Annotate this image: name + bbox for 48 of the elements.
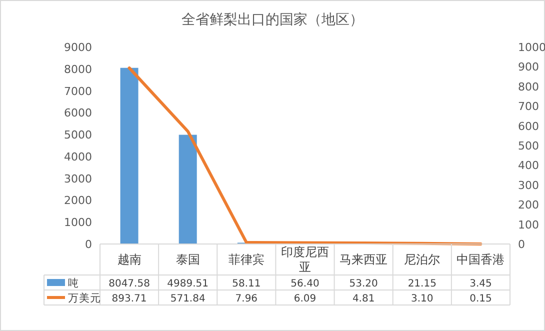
- y-tick-label: 3000: [64, 172, 92, 186]
- y-tick-label: 6000: [64, 106, 92, 120]
- y-tick-label: 8000: [64, 62, 92, 76]
- data-label: 7.96: [235, 294, 258, 304]
- x-tick-label: 越南: [117, 252, 142, 266]
- y-tick-label: 2000: [64, 194, 92, 208]
- bar: [178, 134, 197, 244]
- y-tick-label: 1000: [64, 216, 92, 230]
- data-label: 0.15: [470, 294, 492, 304]
- y-tick-label: 9000: [64, 41, 92, 54]
- y2-tick-label: 600: [518, 120, 539, 133]
- y2-tick-label: 400: [518, 159, 539, 172]
- y-tick-label: 7000: [64, 84, 92, 98]
- data-label: 4989.51: [167, 278, 209, 290]
- data-label: 21.15: [408, 278, 436, 290]
- bar: [120, 68, 138, 244]
- y2-tick-label: 100: [518, 218, 539, 232]
- x-tick-label: 中国香港: [456, 252, 505, 266]
- data-label: 58.11: [232, 278, 261, 290]
- data-label: 571.84: [170, 294, 206, 304]
- y-tick-label: 4000: [64, 150, 92, 164]
- x-tick-label: 泰国: [176, 252, 200, 266]
- data-label: 56.40: [290, 278, 320, 290]
- data-label: 893.71: [112, 294, 147, 304]
- y2-tick-label: 500: [518, 140, 539, 152]
- y2-tick-label: 800: [518, 80, 539, 94]
- y2-tick-label: 900: [518, 60, 539, 74]
- line-series: [128, 66, 482, 246]
- y2-tick-label: 700: [518, 100, 539, 114]
- y2-tick-label: 200: [518, 198, 539, 212]
- data-label: 4.81: [352, 294, 375, 304]
- data-label: 53.20: [349, 278, 378, 290]
- x-tick-label: 菲律宾: [228, 252, 264, 266]
- y2-tick-label: 300: [518, 178, 539, 192]
- x-tick-label: 马来西亚: [340, 252, 388, 266]
- x-tick-label: 印度尼西亚: [281, 245, 329, 274]
- y2-tick-label: 0: [518, 238, 525, 251]
- legend-label: 吨: [68, 276, 79, 290]
- chart-title: 全省鲜梨出口的国家（地区）: [182, 12, 364, 28]
- y-tick-label: 0: [85, 238, 92, 251]
- data-label: 3.10: [411, 294, 434, 304]
- x-tick-label: 尼泊尔: [404, 252, 440, 266]
- data-label: 8047.58: [108, 278, 150, 290]
- y-tick-label: 5000: [64, 128, 92, 142]
- legend-label: 万美元: [68, 292, 101, 304]
- data-label: 3.45: [470, 278, 492, 290]
- y2-tick-label: 1000: [518, 41, 545, 54]
- data-label: 6.09: [294, 294, 316, 304]
